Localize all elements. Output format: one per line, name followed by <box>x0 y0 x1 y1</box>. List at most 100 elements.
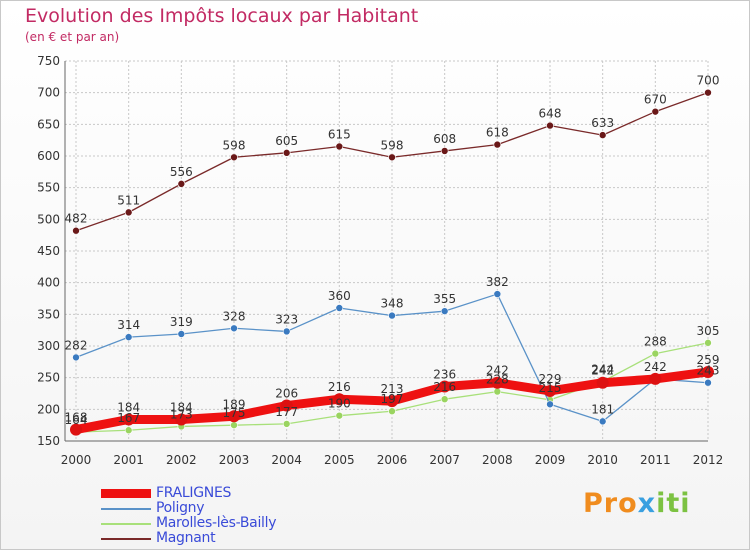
data-label-magnant-2004: 605 <box>275 134 298 148</box>
x-tick-label-2004: 2004 <box>271 453 302 467</box>
point-fralignes-2000 <box>70 423 82 436</box>
point-magnant-2005 <box>335 142 344 151</box>
point-poligny-2009 <box>546 400 554 409</box>
data-label-magnant-2005: 615 <box>328 128 351 142</box>
point-marolles-l-s-bailly-2011 <box>651 349 660 358</box>
point-magnant-2000 <box>72 226 80 235</box>
data-label-poligny-2005: 360 <box>328 289 351 303</box>
legend-swatch-marolles <box>101 523 151 525</box>
data-label-fralignes-2011: 242 <box>644 360 667 374</box>
chart-subtitle: (en € et par an) <box>25 30 120 44</box>
x-tick-label-2007: 2007 <box>429 453 460 467</box>
data-label-magnant-2001: 511 <box>117 193 140 207</box>
data-label-magnant-2003: 598 <box>223 138 246 152</box>
point-fralignes-2002 <box>175 413 188 426</box>
x-tick-label-2003: 2003 <box>219 453 250 467</box>
point-poligny-2012 <box>704 378 712 387</box>
data-label-poligny-2000: 282 <box>65 338 88 352</box>
data-label-marolles-l-s-bailly-2010: 244 <box>591 362 614 376</box>
data-label-fralignes-2007: 236 <box>433 368 456 382</box>
data-label-marolles-l-s-bailly-2009: 215 <box>539 381 562 395</box>
data-label-fralignes-2005: 216 <box>328 380 351 394</box>
point-magnant-2011 <box>651 107 660 116</box>
brand-part2: x <box>637 488 657 519</box>
point-magnant-2004 <box>282 149 291 157</box>
data-label-poligny-2004: 323 <box>275 312 298 326</box>
y-tick-label-650: 650 <box>37 117 60 131</box>
point-poligny-2006 <box>388 311 396 320</box>
x-tick-label-2005: 2005 <box>324 453 355 467</box>
data-label-marolles-l-s-bailly-2002: 173 <box>170 407 193 421</box>
data-label-poligny-2006: 348 <box>381 297 404 311</box>
point-poligny-2007 <box>440 307 449 315</box>
x-tick-label-2011: 2011 <box>640 453 671 467</box>
y-tick-label-550: 550 <box>37 181 60 195</box>
data-label-fralignes-2008: 242 <box>486 364 509 378</box>
x-tick-label-2002: 2002 <box>166 453 197 467</box>
data-label-marolles-l-s-bailly-2003: 175 <box>223 406 246 420</box>
data-label-magnant-2007: 608 <box>433 132 456 146</box>
data-label-fralignes-2000: 168 <box>65 411 88 425</box>
data-label-magnant-2012: 700 <box>697 74 720 88</box>
point-fralignes-2006 <box>386 395 398 408</box>
point-marolles-l-s-bailly-2001 <box>124 426 133 435</box>
legend-label-magnant: Magnant <box>156 530 216 546</box>
legend-swatch-poligny <box>101 508 151 510</box>
data-label-marolles-l-s-bailly-2007: 216 <box>433 380 456 394</box>
x-tick-label-2009: 2009 <box>535 453 566 467</box>
data-label-poligny-2003: 328 <box>223 309 246 323</box>
y-tick-label-450: 450 <box>37 244 60 258</box>
x-tick-label-2001: 2001 <box>113 453 144 467</box>
data-label-fralignes-2003: 189 <box>223 397 246 411</box>
point-poligny-2001 <box>124 333 133 341</box>
data-label-magnant-2010: 633 <box>591 116 614 130</box>
point-magnant-2009 <box>546 121 554 130</box>
point-fralignes-2004 <box>280 399 293 412</box>
data-label-poligny-2001: 314 <box>117 318 140 332</box>
data-label-marolles-l-s-bailly-2012: 305 <box>697 324 720 338</box>
data-label-magnant-2002: 556 <box>170 165 193 179</box>
point-fralignes-2005 <box>333 393 346 406</box>
legend-label-fralignes: FRALIGNES <box>156 485 232 501</box>
data-label-magnant-2000: 482 <box>65 212 88 226</box>
data-label-magnant-2006: 598 <box>381 138 404 152</box>
point-magnant-2002 <box>177 180 186 188</box>
data-label-marolles-l-s-bailly-2011: 288 <box>644 335 667 349</box>
x-tick-label-2008: 2008 <box>482 453 513 467</box>
brand-part3: iti <box>656 488 691 519</box>
y-tick-label-300: 300 <box>37 339 60 353</box>
point-marolles-l-s-bailly-2003 <box>230 421 238 429</box>
y-tick-label-350: 350 <box>37 307 60 321</box>
point-magnant-2006 <box>388 153 396 162</box>
point-marolles-l-s-bailly-2007 <box>440 395 449 404</box>
data-label-magnant-2009: 648 <box>539 107 562 121</box>
data-label-poligny-2007: 355 <box>433 292 456 306</box>
data-label-magnant-2011: 670 <box>644 93 667 107</box>
point-poligny-2005 <box>335 304 344 312</box>
y-tick-label-150: 150 <box>37 434 60 448</box>
point-poligny-2003 <box>230 324 238 333</box>
y-tick-label-250: 250 <box>37 371 60 385</box>
legend-swatch-magnant <box>101 538 151 540</box>
brand-part1: Pro <box>583 488 638 519</box>
data-label-marolles-l-s-bailly-2005: 190 <box>328 397 351 411</box>
point-marolles-l-s-bailly-2008 <box>493 387 502 396</box>
data-label-fralignes-2009: 229 <box>539 372 562 386</box>
point-fralignes-2007 <box>438 380 451 393</box>
point-fralignes-2001 <box>122 413 135 426</box>
point-fralignes-2008 <box>491 376 504 389</box>
point-poligny-2004 <box>282 327 291 336</box>
data-label-fralignes-2001: 184 <box>117 400 140 414</box>
point-magnant-2007 <box>440 147 449 155</box>
data-label-marolles-l-s-bailly-2006: 197 <box>381 392 404 406</box>
point-fralignes-2003 <box>228 410 240 423</box>
y-tick-label-750: 750 <box>37 54 60 68</box>
x-tick-label-2012: 2012 <box>693 453 724 467</box>
point-marolles-l-s-bailly-2012 <box>704 339 712 347</box>
data-label-marolles-l-s-bailly-2004: 177 <box>275 405 298 419</box>
point-fralignes-2009 <box>544 384 556 397</box>
data-label-poligny-2012: 243 <box>697 364 720 378</box>
point-magnant-2003 <box>230 153 238 162</box>
y-tick-label-700: 700 <box>37 86 60 100</box>
